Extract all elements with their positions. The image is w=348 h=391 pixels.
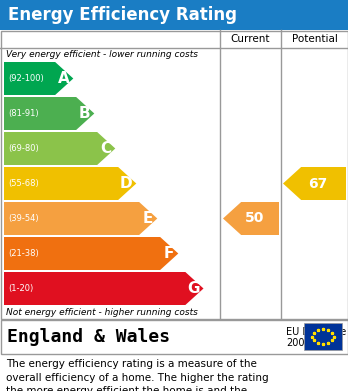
Polygon shape (4, 132, 115, 165)
Bar (0, 0, 348, 30)
Text: Current: Current (231, 34, 270, 44)
Bar (0, 319, 348, 353)
Polygon shape (4, 62, 73, 95)
Text: F: F (163, 246, 174, 261)
Text: D: D (120, 176, 133, 191)
Polygon shape (4, 97, 94, 130)
Text: England & Wales: England & Wales (7, 328, 170, 346)
Text: G: G (187, 281, 200, 296)
Text: 67: 67 (309, 176, 328, 190)
Polygon shape (283, 167, 346, 200)
Bar (304, 323, 342, 350)
Text: (21-38): (21-38) (8, 249, 39, 258)
Polygon shape (4, 202, 157, 235)
Polygon shape (4, 237, 178, 270)
Bar (0, 30, 348, 319)
Polygon shape (4, 272, 204, 305)
Polygon shape (4, 167, 136, 200)
Text: Not energy efficient - higher running costs: Not energy efficient - higher running co… (6, 308, 198, 317)
Text: 2002/91/EC: 2002/91/EC (286, 338, 342, 348)
Text: C: C (100, 141, 111, 156)
Text: Potential: Potential (292, 34, 338, 44)
Text: EU Directive: EU Directive (286, 327, 346, 337)
Text: (55-68): (55-68) (8, 179, 39, 188)
Text: 50: 50 (245, 212, 264, 226)
Text: Very energy efficient - lower running costs: Very energy efficient - lower running co… (6, 50, 198, 59)
Text: (69-80): (69-80) (8, 144, 39, 153)
Text: B: B (79, 106, 90, 121)
Text: The energy efficiency rating is a measure of the
overall efficiency of a home. T: The energy efficiency rating is a measur… (6, 359, 269, 391)
Text: (39-54): (39-54) (8, 214, 39, 223)
Text: E: E (142, 211, 152, 226)
Text: Energy Efficiency Rating: Energy Efficiency Rating (8, 6, 237, 24)
Text: (81-91): (81-91) (8, 109, 39, 118)
Text: (1-20): (1-20) (8, 284, 33, 293)
Text: A: A (57, 71, 69, 86)
Polygon shape (223, 202, 279, 235)
Text: (92-100): (92-100) (8, 74, 44, 83)
